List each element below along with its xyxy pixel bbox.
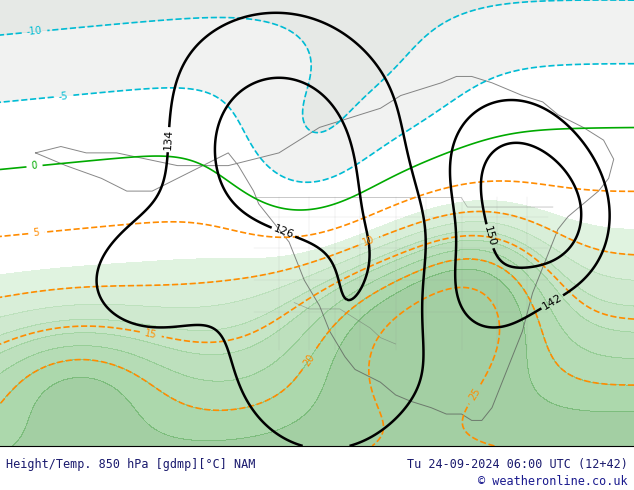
Text: -5: -5	[58, 91, 69, 101]
Text: Height/Temp. 850 hPa [gdmp][°C] NAM: Height/Temp. 850 hPa [gdmp][°C] NAM	[6, 458, 256, 471]
Text: 20: 20	[301, 352, 316, 368]
Text: -10: -10	[26, 26, 43, 37]
Text: 150: 150	[482, 225, 497, 248]
Text: 5: 5	[33, 228, 40, 238]
Text: © weatheronline.co.uk: © weatheronline.co.uk	[478, 475, 628, 488]
Text: 10: 10	[361, 234, 377, 248]
Text: 25: 25	[467, 386, 482, 402]
Text: 142: 142	[541, 292, 564, 312]
Text: 134: 134	[163, 129, 174, 150]
Text: 15: 15	[144, 328, 158, 340]
Text: 0: 0	[31, 161, 38, 171]
Text: 126: 126	[272, 224, 295, 241]
Text: Tu 24-09-2024 06:00 UTC (12+42): Tu 24-09-2024 06:00 UTC (12+42)	[407, 458, 628, 471]
